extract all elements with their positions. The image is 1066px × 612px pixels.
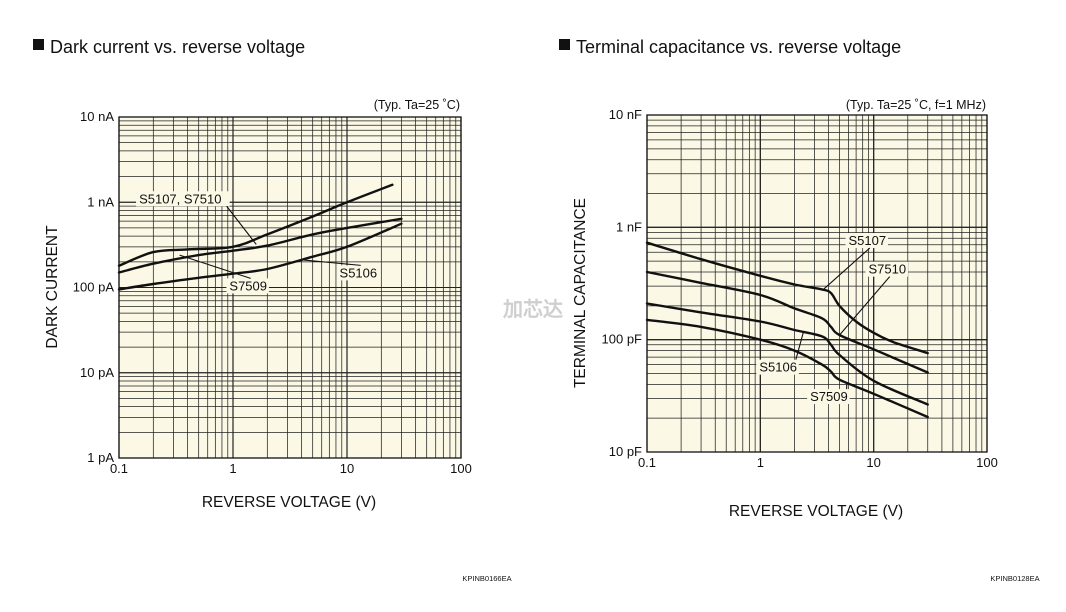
x-tick-label: 10 bbox=[866, 455, 880, 470]
series-annotation-label: S7510 bbox=[868, 262, 906, 277]
plot-frame bbox=[646, 114, 988, 453]
annotation-box bbox=[756, 359, 799, 375]
series-annotation-label: S5107, S7510 bbox=[139, 191, 221, 206]
annotation-box bbox=[845, 233, 889, 249]
annotation-leader-line bbox=[823, 247, 871, 290]
series-line bbox=[645, 302, 929, 406]
annotation-leader-line bbox=[795, 331, 804, 360]
x-tick-label: 10 bbox=[340, 461, 354, 476]
plot-area: 0.1 1 10 100 10 nA 1 nA 100 pA 10 pA 1 pA S5107, … bbox=[73, 109, 472, 476]
x-tick-label: 100 bbox=[450, 461, 472, 476]
figure-code: KPINB0166EA bbox=[462, 574, 511, 583]
x-tick-label: 0.1 bbox=[638, 455, 656, 470]
x-tick-label: 100 bbox=[976, 455, 998, 470]
annotation-box bbox=[807, 389, 850, 405]
annotation-box bbox=[865, 261, 908, 277]
y-tick-label: 100 pF bbox=[602, 332, 643, 347]
annotation-leader-line bbox=[226, 205, 257, 245]
series-line bbox=[117, 217, 403, 274]
y-tick-label: 10 pA bbox=[80, 365, 114, 380]
x-tick-label: 1 bbox=[757, 455, 764, 470]
series-line bbox=[117, 222, 403, 291]
x-axis-label: REVERSE VOLTAGE (V) bbox=[202, 494, 376, 511]
chart-condition: (Typ. Ta=25 ˚C) bbox=[374, 98, 460, 112]
series-annotation-label: S5107 bbox=[849, 233, 887, 248]
annotation-box bbox=[226, 278, 269, 294]
x-axis-label: REVERSE VOLTAGE (V) bbox=[729, 503, 903, 520]
y-tick-label: 10 pF bbox=[609, 444, 642, 459]
series-line bbox=[117, 183, 394, 267]
title-square-marker bbox=[559, 39, 570, 50]
chart-dark-current: Dark current vs. reverse voltage (Typ. T… bbox=[33, 37, 512, 583]
watermark: 加芯达 bbox=[502, 297, 563, 321]
plot-area: 0.1 1 10 100 10 nF 1 nF 100 pF 10 pF S5107 S7510 S… bbox=[602, 107, 998, 470]
y-tick-label: 10 nF bbox=[609, 107, 642, 122]
y-tick-label: 100 pA bbox=[73, 280, 115, 295]
y-tick-label: 1 nF bbox=[616, 219, 642, 234]
x-tick-label: 1 bbox=[229, 461, 236, 476]
y-axis-label: DARK CURRENT bbox=[44, 225, 61, 349]
y-tick-label: 10 nA bbox=[80, 109, 114, 124]
series-annotation-label: S5106 bbox=[759, 360, 797, 375]
chart-terminal-capacitance: Terminal capacitance vs. reverse voltage… bbox=[559, 37, 1040, 583]
series-annotation-label: S7509 bbox=[810, 389, 848, 404]
chart-title: Dark current vs. reverse voltage bbox=[50, 37, 305, 57]
series-line bbox=[645, 318, 929, 419]
y-axis-label: TERMINAL CAPACITANCE bbox=[572, 198, 589, 388]
series-line bbox=[645, 270, 929, 374]
y-tick-label: 1 pA bbox=[87, 450, 114, 465]
y-tick-label: 1 nA bbox=[87, 194, 114, 209]
annotation-leader-line bbox=[179, 254, 251, 279]
title-square-marker bbox=[33, 39, 44, 50]
annotation-leader-line bbox=[839, 276, 891, 336]
chart-condition: (Typ. Ta=25 ˚C, f=1 MHz) bbox=[846, 98, 986, 112]
x-tick-label: 0.1 bbox=[110, 461, 128, 476]
series-annotation-label: S5106 bbox=[340, 265, 378, 280]
annotation-box bbox=[336, 265, 380, 281]
series-annotation-label: S7509 bbox=[229, 278, 267, 293]
series-line bbox=[645, 241, 929, 355]
plot-frame bbox=[118, 116, 462, 459]
annotation-box bbox=[136, 191, 230, 207]
chart-title: Terminal capacitance vs. reverse voltage bbox=[576, 37, 901, 57]
annotation-leader-line bbox=[303, 259, 361, 266]
figure-code: KPINB0128EA bbox=[990, 574, 1039, 583]
